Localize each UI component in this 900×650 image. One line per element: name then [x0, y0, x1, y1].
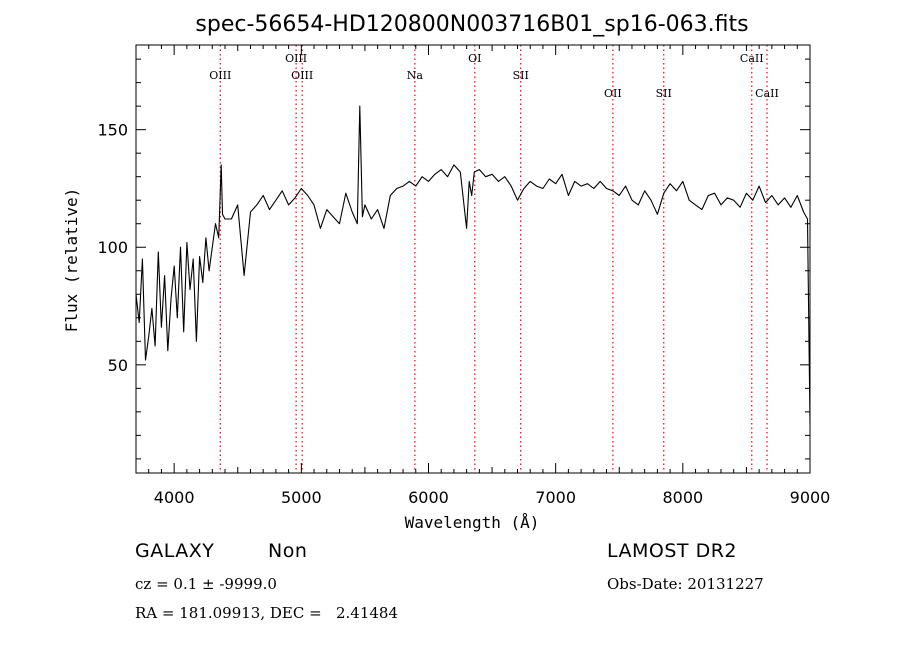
- plot-axes: [135, 44, 811, 474]
- coordinates-line: RA = 181.09913, DEC = 2.41484: [135, 604, 399, 622]
- marker-label: CaII: [740, 52, 764, 65]
- marker-label: OI: [468, 52, 481, 65]
- x-tick-label: 9000: [790, 488, 831, 507]
- object-subclass: Non: [268, 540, 308, 562]
- redshift-line: cz = 0.1 ± -9999.0: [135, 575, 277, 593]
- x-tick-label: 4000: [154, 488, 195, 507]
- marker-label: OIII: [291, 69, 313, 82]
- marker-label: SII: [656, 87, 672, 100]
- marker-label: CaII: [755, 87, 779, 100]
- observation-date: Obs-Date: 20131227: [607, 575, 764, 593]
- survey-name: LAMOST DR2: [607, 540, 737, 562]
- x-tick-label: 6000: [408, 488, 449, 507]
- x-tick-label: 7000: [535, 488, 576, 507]
- tick-labels: 4000 5000 6000 7000 8000 9000 50 100 150: [97, 121, 830, 507]
- y-axis-label: Flux (relative): [62, 188, 81, 333]
- y-tick-label: 50: [108, 356, 128, 375]
- plot-frame: [135, 44, 811, 474]
- emission-line-markers: OIII OIII OIII Na OI SII OII SII CaII CaII: [209, 45, 779, 473]
- spectrum-series: [135, 105, 811, 424]
- y-tick-label: 150: [97, 121, 128, 140]
- x-tick-label: 5000: [281, 488, 322, 507]
- x-tick-label: 8000: [662, 488, 703, 507]
- chart-title: spec-56654-HD120800N003716B01_sp16-063.f…: [195, 12, 748, 37]
- marker-label: SII: [513, 69, 529, 82]
- x-axis-label: Wavelength (Å): [405, 513, 540, 532]
- spectrum-line: [135, 105, 811, 424]
- marker-label: OIII: [285, 52, 307, 65]
- marker-label: Na: [407, 69, 424, 82]
- y-tick-label: 100: [97, 238, 128, 257]
- marker-label: OII: [604, 87, 622, 100]
- object-class: GALAXY: [135, 540, 215, 562]
- marker-label: OIII: [209, 69, 231, 82]
